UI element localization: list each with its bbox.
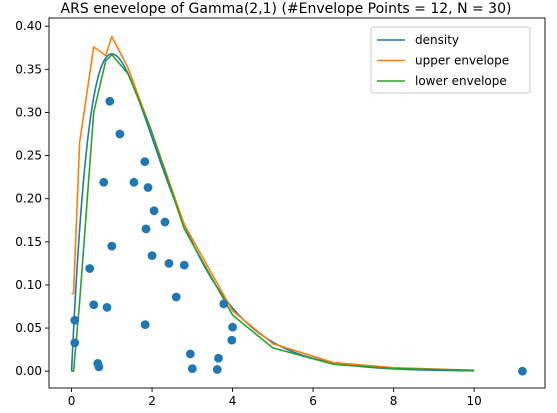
y-tick-label: 0.20 [15,192,42,206]
scatter-point [185,349,195,359]
legend: density upper envelope lower envelope [370,26,531,94]
scatter-point [179,260,189,270]
scatter-point [147,251,157,261]
scatter-point [143,183,153,192]
legend-box [370,26,531,94]
legend-label: density [415,33,459,47]
x-tick-label: 4 [229,394,237,408]
scatter-point [140,320,150,330]
scatter-point [94,362,104,372]
scatter-point [219,299,229,309]
scatter-point [160,217,170,227]
plot-content [70,35,527,376]
y-tick-label: 0.25 [15,149,42,163]
scatter-point [107,241,117,251]
x-tick-label: 2 [148,394,156,408]
legend-label: upper envelope [415,54,509,68]
legend-label: lower envelope [415,74,507,88]
scatter-point [102,302,112,312]
scatter-point [212,365,222,374]
scatter-point [140,157,150,167]
axes: 0 2 4 6 8 10 0.00 0.05 0.10 0.15 0.20 0.25 0.30 0.35 0… [15,17,546,408]
scatter-point [149,206,159,216]
scatter-point [214,353,223,363]
axes-frame [48,17,546,389]
x-tick-label: 10 [467,394,482,408]
scatter-point [105,96,115,106]
y-tick-label: 0.30 [15,105,42,119]
scatter-point [171,292,181,302]
scatter-point [115,129,125,139]
series-line-density [70,53,475,372]
scatter-point [129,177,139,187]
series-line-lower-envelope [71,53,475,372]
y-tick-label: 0.15 [15,235,42,249]
scatter-point [141,224,151,234]
y-tick-label: 0.00 [15,364,42,378]
y-tick-label: 0.40 [15,19,42,33]
scatter-point [164,258,174,268]
scatter-point [518,366,527,376]
x-tick-label: 8 [390,394,398,408]
scatter-point [70,315,80,325]
scatter-point [227,335,237,345]
series-line-upper-envelope [71,35,475,372]
y-tick-label: 0.10 [15,278,42,292]
scatter-point [70,338,80,348]
scatter-point [228,322,237,332]
y-tick-label: 0.35 [15,62,42,76]
scatter-point [89,300,99,310]
plot-area [70,35,527,376]
x-tick-label: 6 [309,394,317,408]
scatter-point [187,364,197,373]
chart-title: ARS enevelope of Gamma(2,1) (#Envelope P… [61,1,512,17]
x-tick-label: 0 [68,394,76,408]
scatter-point [99,177,109,187]
scatter-point [85,264,95,273]
y-tick-label: 0.05 [15,321,42,335]
